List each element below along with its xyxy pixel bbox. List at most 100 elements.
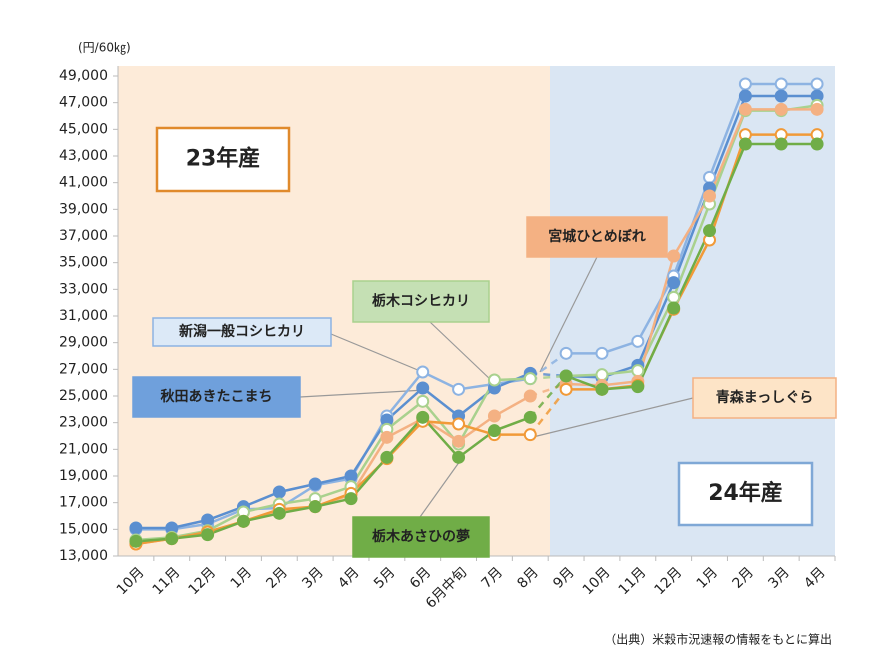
- data-point: [738, 102, 752, 116]
- x-tick-label: 1月: [228, 564, 256, 592]
- y-tick-label: 35,000: [59, 255, 108, 271]
- callout-leader: [299, 389, 426, 398]
- data-point: [452, 382, 466, 396]
- x-tick-label: 7月: [479, 564, 507, 592]
- data-point: [667, 276, 681, 290]
- x-tick-label: 3月: [299, 564, 327, 592]
- data-point: [452, 434, 466, 448]
- x-tick-label: 10月: [580, 564, 614, 598]
- x-tick-label: 12月: [185, 564, 219, 598]
- data-point: [201, 513, 215, 527]
- data-point: [236, 514, 250, 528]
- data-point: [272, 506, 286, 520]
- data-point: [416, 365, 430, 379]
- data-point: [487, 409, 501, 423]
- data-point: [738, 77, 752, 91]
- x-tick-label: 6月: [407, 564, 435, 592]
- data-point: [595, 368, 609, 382]
- data-point: [523, 410, 537, 424]
- legend-label: 秋田あきたこまち: [161, 388, 273, 405]
- callout-box: [352, 280, 490, 323]
- callout-box: [352, 516, 490, 558]
- y-tick-label: 31,000: [59, 308, 108, 324]
- data-point: [738, 89, 752, 103]
- legend-label: 新潟一般コシヒカリ: [179, 323, 305, 340]
- data-point: [129, 534, 143, 548]
- data-point: [667, 249, 681, 263]
- callout-leader: [539, 256, 598, 373]
- y-tick-label: 15,000: [59, 521, 108, 537]
- data-point: [595, 382, 609, 396]
- data-point: [344, 469, 358, 483]
- source-note: （出典）米穀市況速報の情報をもとに算出: [604, 632, 832, 647]
- data-point: [523, 428, 537, 442]
- data-point: [774, 137, 788, 151]
- y-tick-label: 29,000: [59, 335, 108, 351]
- data-point: [308, 477, 322, 491]
- y-tick-label: 21,000: [59, 441, 108, 457]
- legend-label: 宮城ひとめぼれ: [548, 228, 646, 245]
- data-point: [774, 102, 788, 116]
- y-tick-label: 43,000: [59, 148, 108, 164]
- data-point: [380, 450, 394, 464]
- y-tick-label: 33,000: [59, 281, 108, 297]
- data-point: [559, 346, 573, 360]
- x-tick-label: 12月: [652, 564, 686, 598]
- data-point: [703, 189, 717, 203]
- y-tick-label: 13,000: [59, 548, 108, 564]
- legend-label: 栃木あさひの夢: [372, 528, 470, 545]
- data-point: [416, 394, 430, 408]
- x-tick-label: 8月: [514, 564, 542, 592]
- callout-leader: [419, 460, 461, 518]
- x-tick-label: 5月: [371, 564, 399, 592]
- callout-box: [692, 377, 837, 419]
- callout-box: [152, 317, 332, 347]
- callout-box: [526, 216, 668, 258]
- x-tick-label: 11月: [150, 564, 184, 598]
- y-tick-label: 19,000: [59, 468, 108, 484]
- series-transition: [529, 388, 568, 436]
- data-point: [738, 137, 752, 151]
- data-point: [810, 77, 824, 91]
- data-point: [523, 389, 537, 403]
- data-point: [703, 224, 717, 238]
- y-tick-label: 17,000: [59, 495, 108, 511]
- data-point: [452, 417, 466, 431]
- data-point: [201, 528, 215, 542]
- y-tick-label: 23,000: [59, 415, 108, 431]
- data-point: [487, 424, 501, 438]
- x-tick-label: 3月: [765, 564, 793, 592]
- x-tick-label: 11月: [616, 564, 650, 598]
- data-point: [667, 290, 681, 304]
- data-point: [416, 410, 430, 424]
- data-point: [272, 485, 286, 499]
- data-point: [308, 500, 322, 514]
- data-point: [452, 450, 466, 464]
- data-point: [631, 380, 645, 394]
- callout-leader: [330, 333, 426, 374]
- data-point: [129, 521, 143, 535]
- x-tick-label: 4月: [335, 564, 363, 592]
- period-box: [677, 461, 814, 527]
- callout-leader: [532, 397, 694, 438]
- x-tick-label: 1月: [694, 564, 722, 592]
- data-point: [774, 89, 788, 103]
- y-tick-label: 41,000: [59, 175, 108, 191]
- data-point: [416, 381, 430, 395]
- callout-leader: [429, 321, 493, 382]
- period-label: 23年産: [186, 146, 261, 172]
- legend-label: 栃木コシヒカリ: [372, 293, 470, 310]
- y-tick-label: 27,000: [59, 361, 108, 377]
- data-point: [595, 346, 609, 360]
- data-point: [559, 369, 573, 383]
- period-label: 24年産: [708, 480, 783, 506]
- data-point: [559, 382, 573, 396]
- x-tick-label: 10月: [114, 564, 148, 598]
- data-point: [774, 77, 788, 91]
- data-point: [810, 102, 824, 116]
- x-tick-label: 4月: [801, 564, 829, 592]
- callout-box: [132, 376, 301, 418]
- data-point: [523, 372, 537, 386]
- unit-label: (円/60㎏): [78, 41, 131, 55]
